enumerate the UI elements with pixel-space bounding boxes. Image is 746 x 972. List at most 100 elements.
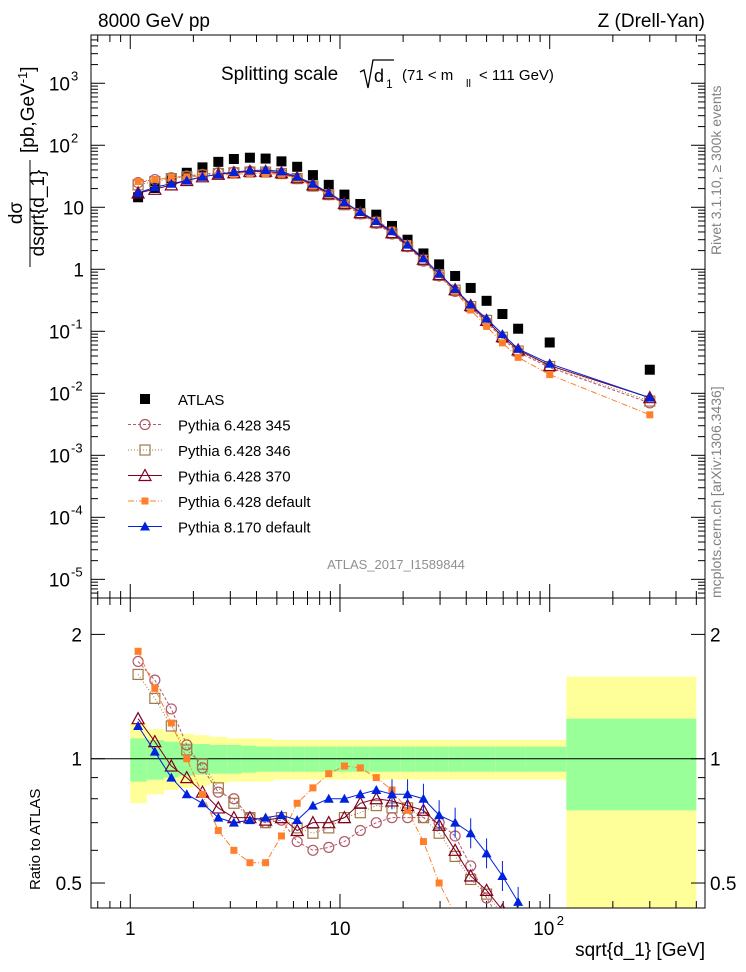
data-point	[181, 167, 192, 178]
ratio-tick-label-left: 0.5	[56, 874, 82, 895]
ratio-point	[230, 846, 238, 854]
x-tick-label: 1	[125, 919, 136, 940]
ratio-point	[515, 960, 522, 967]
ylabel-unit: [pb,GeV-1]	[15, 66, 39, 153]
legend-label: Pythia 6.428 345	[178, 418, 291, 435]
ratio-point	[277, 832, 285, 840]
ratio-point	[339, 793, 350, 803]
ratio-point	[370, 799, 382, 812]
data-point	[402, 239, 413, 249]
ratio-point	[419, 838, 427, 846]
uncertainty-bands	[130, 676, 697, 908]
ratio-point	[483, 929, 490, 936]
top-panel-frame	[90, 34, 706, 599]
data-point	[355, 198, 366, 209]
data-point	[513, 323, 524, 334]
ratio-tick-label-left: 1	[71, 750, 82, 771]
ratio-tick-label-left: 2	[71, 625, 82, 646]
band-inner	[566, 718, 697, 811]
data-point	[644, 364, 655, 375]
data-point	[544, 337, 555, 348]
data-point	[450, 270, 461, 281]
bottom-panel-frame	[90, 597, 706, 909]
data-point	[197, 171, 208, 181]
legend-label: Pythia 6.428 default	[178, 494, 311, 511]
ratio-point	[147, 734, 162, 748]
data-point	[133, 192, 144, 203]
ratio-point	[149, 746, 160, 756]
ratio-point	[167, 719, 175, 727]
ratio-tick-label-right: 0.5	[710, 874, 736, 895]
ratio-line	[137, 661, 494, 908]
ratio-point	[463, 868, 478, 882]
ratio-point	[292, 815, 303, 825]
ratio-point	[133, 721, 144, 731]
ratio-point	[340, 762, 348, 770]
series-line	[137, 171, 650, 402]
ratio-point	[386, 789, 397, 799]
x-axis-label: sqrt{d_1} [GeV]	[575, 940, 705, 961]
x-tick-label-exp: 2	[557, 913, 564, 928]
ratio-point	[323, 841, 335, 853]
data-point	[465, 282, 476, 293]
ratio-point	[134, 647, 142, 655]
ratio-point	[212, 786, 224, 798]
y-tick-label: 10	[49, 446, 70, 467]
ratio-point	[132, 668, 144, 681]
data-point	[355, 206, 366, 216]
y-tick-label-exp: 3	[71, 68, 78, 83]
data-point	[498, 339, 506, 347]
ratio-point	[371, 784, 382, 794]
ylabel-frac-den: dsqrt{d_1}	[28, 170, 49, 257]
ratio-point	[452, 911, 459, 918]
y-tick-label-exp: -1	[71, 316, 83, 331]
ratio-point	[244, 815, 255, 825]
legend-marker	[140, 521, 150, 531]
plot-title-d: d	[374, 66, 384, 86]
y-tick-label: 10	[49, 570, 70, 591]
ratio-point	[497, 918, 507, 928]
data-point	[467, 306, 475, 314]
series-line	[138, 173, 650, 416]
y-tick-label: 10	[63, 198, 84, 219]
ratio-point	[434, 810, 445, 820]
band-inner	[209, 744, 228, 774]
data-point	[276, 156, 287, 167]
legend: ATLAS Pythia 6.428 345 Pythia 6.428 346 Pyt…	[128, 392, 311, 537]
ratio-point	[309, 784, 317, 792]
legend-label: ATLAS	[178, 392, 224, 409]
ratio-point	[449, 850, 461, 863]
legend-marker	[137, 468, 153, 482]
x-tick-label: 10	[329, 919, 350, 940]
data-point	[481, 313, 492, 323]
data-point	[228, 167, 239, 177]
data-point	[465, 299, 476, 309]
data-point	[134, 178, 142, 186]
data-point	[497, 309, 508, 320]
ratio-point	[183, 755, 191, 763]
data-point	[418, 253, 429, 263]
ratio-point	[353, 796, 368, 809]
ratio-point	[338, 835, 351, 848]
y-tick-label: 10	[49, 508, 70, 529]
ratio-point	[404, 806, 412, 814]
y-axis-label-top: dσ dsqrt{d_1} [pb,GeV-1]	[6, 66, 49, 267]
data-point	[386, 226, 397, 236]
header-left: 8000 GeV pp	[98, 11, 210, 32]
plot-title-d-sub: 1	[386, 77, 393, 91]
series-line	[137, 169, 650, 399]
ratio-point	[276, 810, 287, 820]
legend-label: Pythia 6.428 370	[178, 469, 291, 486]
ratio-point	[165, 703, 177, 715]
series-line	[137, 170, 650, 404]
data-point	[181, 175, 192, 185]
y-axis-label-bottom: Ratio to ATLAS	[27, 789, 44, 890]
y-tick-label-exp: -3	[71, 440, 83, 455]
data-point	[644, 392, 655, 402]
data-point	[260, 164, 271, 174]
data-point	[276, 166, 287, 176]
legend-label: Pythia 8.170 default	[178, 520, 311, 537]
data-point	[166, 178, 177, 188]
data-point	[339, 189, 350, 200]
